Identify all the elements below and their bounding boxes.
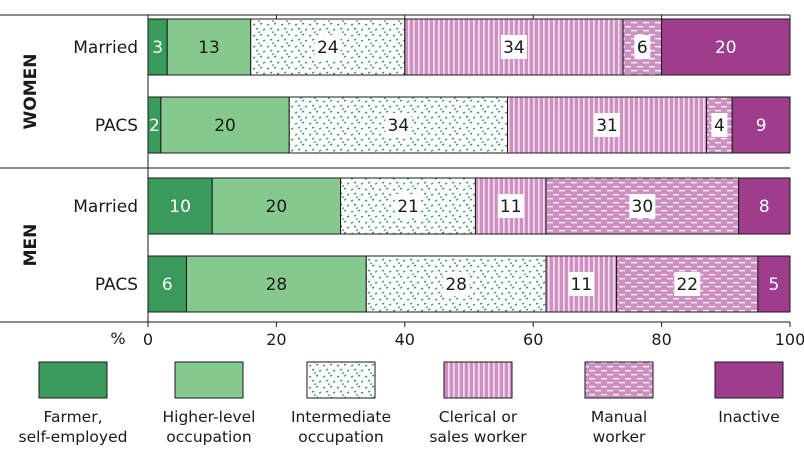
legend-label: occupation xyxy=(166,428,251,446)
x-tick-label: 20 xyxy=(266,330,286,349)
bars: Married 3 13 24 34 6 20 PACS 2 20 34 31 4 9 Married 10 2… xyxy=(73,18,791,313)
value-label: 28 xyxy=(266,275,288,295)
legend-label: occupation xyxy=(298,428,383,446)
row-label: PACS xyxy=(95,116,138,136)
value-label: 20 xyxy=(715,38,737,58)
x-tick-label: 60 xyxy=(523,330,543,349)
chart-frame: WOMEN MEN xyxy=(0,14,791,323)
value-label: 5 xyxy=(769,275,780,295)
group-label: WOMEN xyxy=(21,54,41,130)
legend-swatch xyxy=(714,361,784,399)
legend-label: Inactive xyxy=(718,408,780,426)
axis-unit-label: % xyxy=(110,329,125,348)
value-label: 2 xyxy=(149,116,160,136)
value-label-background xyxy=(443,272,470,296)
bar-segment xyxy=(211,177,342,235)
bar-segment xyxy=(147,177,213,235)
value-label: 22 xyxy=(676,275,698,295)
bar-segment xyxy=(757,255,791,313)
legend-label: Intermediate xyxy=(291,408,391,426)
x-tick-label: 80 xyxy=(651,330,671,349)
legend-label: Clerical or xyxy=(439,408,518,426)
value-label-background xyxy=(314,35,341,59)
value-label: 11 xyxy=(500,197,522,217)
legend-label: Farmer, xyxy=(43,408,102,426)
legend-swatch xyxy=(306,361,376,399)
legend-label: sales worker xyxy=(429,428,527,446)
value-label: 31 xyxy=(596,116,618,136)
value-label: 21 xyxy=(397,197,419,217)
value-label-background xyxy=(568,272,595,296)
legend-swatch xyxy=(38,361,108,399)
legend-label: self-employed xyxy=(19,428,128,446)
x-axis: % 0 20 40 60 80 100 xyxy=(110,322,804,349)
bar-segment xyxy=(186,255,367,313)
value-label: 34 xyxy=(388,116,410,136)
value-label: 34 xyxy=(503,38,525,58)
value-label-background xyxy=(629,194,656,218)
value-label-background xyxy=(674,272,701,296)
legend-swatch xyxy=(584,361,654,399)
value-label: 28 xyxy=(445,275,467,295)
row-label: Married xyxy=(73,197,138,217)
value-label-background xyxy=(594,113,621,137)
value-label: 11 xyxy=(571,275,593,295)
value-label-background xyxy=(711,113,728,137)
row-label: Married xyxy=(73,38,138,58)
value-label: 20 xyxy=(266,197,288,217)
value-label: 6 xyxy=(637,38,648,58)
legend-swatch xyxy=(174,361,244,399)
bar-segment xyxy=(738,177,791,235)
value-label: 13 xyxy=(198,38,220,58)
row-label: PACS xyxy=(95,275,138,295)
value-label: 8 xyxy=(759,197,770,217)
bar-segment xyxy=(147,255,188,313)
legend: Farmer, self-employed Higher-level occupati… xyxy=(19,361,784,446)
value-label: 9 xyxy=(756,116,767,136)
x-tick-label: 0 xyxy=(143,330,153,349)
legend-swatch xyxy=(443,361,513,399)
value-label-background xyxy=(634,35,651,59)
bar-segment xyxy=(160,96,290,154)
value-label: 10 xyxy=(169,197,191,217)
bar-segment xyxy=(250,18,406,76)
value-label: 24 xyxy=(317,38,339,58)
value-label: 3 xyxy=(152,38,163,58)
value-label-background xyxy=(497,194,524,218)
bar-segment xyxy=(731,96,791,154)
legend-label: worker xyxy=(593,428,646,446)
x-tick-label: 40 xyxy=(395,330,415,349)
value-label: 6 xyxy=(162,275,173,295)
value-label: 4 xyxy=(714,116,725,136)
legend-label: Higher-level xyxy=(163,408,256,426)
legend-label: Manual xyxy=(591,408,647,426)
value-label: 20 xyxy=(214,116,236,136)
value-label-background xyxy=(385,113,412,137)
x-tick-label: 100 xyxy=(775,330,804,349)
value-label-background xyxy=(395,194,422,218)
value-label-background xyxy=(500,35,527,59)
group-label: MEN xyxy=(21,224,41,267)
bar-segment xyxy=(661,18,791,76)
value-label: 30 xyxy=(632,197,654,217)
bar-segment xyxy=(166,18,252,76)
